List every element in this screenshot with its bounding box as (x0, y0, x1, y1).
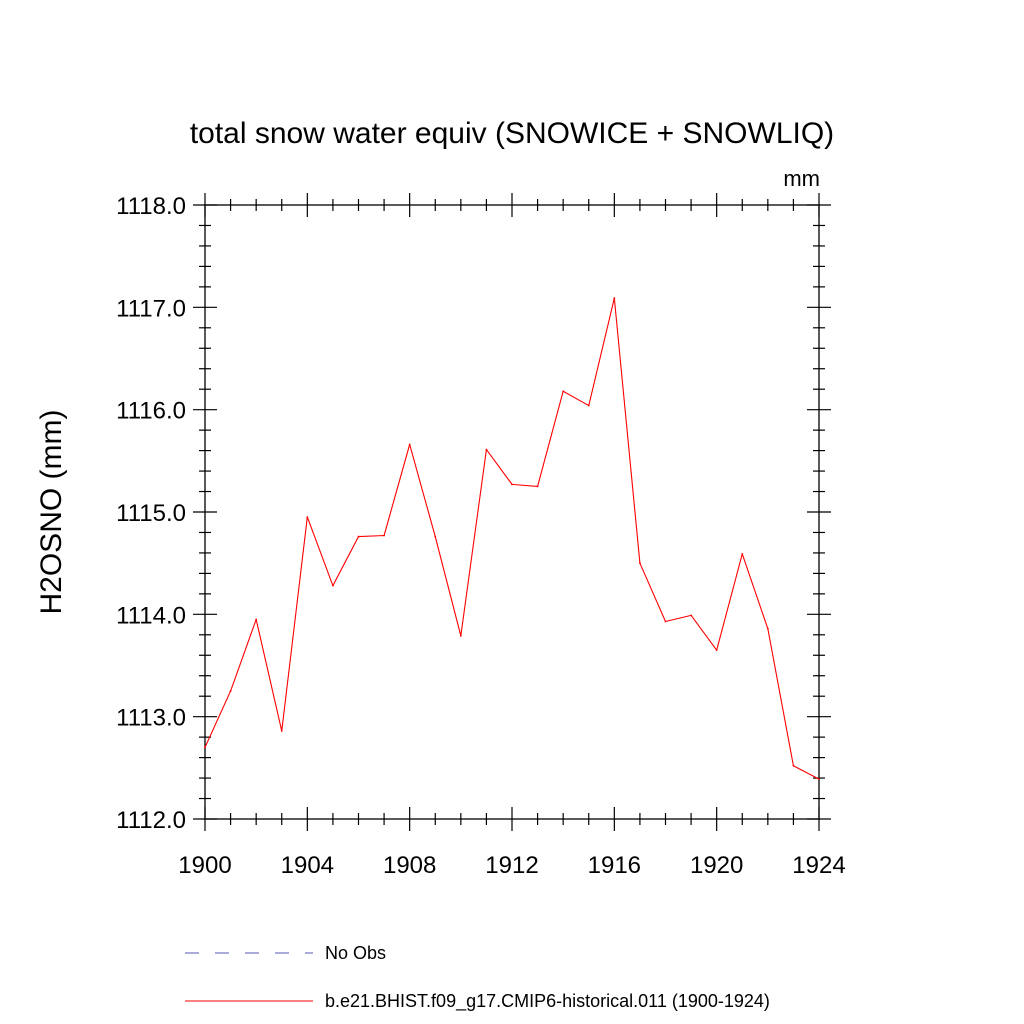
x-tick-label: 1908 (383, 852, 436, 879)
y-tick-label: 1112.0 (116, 807, 186, 834)
y-axis-label: H2OSNO (mm) (35, 410, 68, 615)
legend-label: b.e21.BHIST.f09_g17.CMIP6-historical.011… (325, 991, 770, 1012)
plot-frame (204, 204, 820, 820)
data-point (408, 443, 411, 446)
data-point (485, 448, 488, 451)
data-point (639, 562, 641, 565)
data-point (741, 553, 744, 555)
x-tick-label: 1904 (281, 852, 334, 879)
y-tick-label: 1116.0 (116, 398, 186, 425)
x-tick-label: 1920 (690, 852, 743, 879)
y-tick-label: 1113.0 (116, 705, 186, 732)
data-point (306, 516, 309, 519)
data-point (383, 534, 385, 537)
x-tick-label: 1900 (178, 852, 231, 879)
data-point (229, 690, 232, 692)
units-label: mm (783, 166, 820, 191)
data-point (664, 620, 667, 623)
data-point (332, 584, 334, 587)
y-tick-label: 1115.0 (116, 500, 186, 527)
data-point (536, 485, 539, 488)
data-point (357, 535, 360, 538)
data-point (690, 614, 692, 617)
series-layer (204, 297, 820, 780)
data-point (766, 627, 769, 630)
data-point (613, 297, 616, 300)
data-point (562, 390, 565, 393)
data-point (434, 535, 437, 538)
legend-label: No Obs (325, 943, 386, 963)
data-point (280, 730, 283, 732)
data-point (511, 483, 513, 486)
y-tick-label: 1118.0 (116, 193, 186, 220)
x-tick-label: 1916 (588, 852, 641, 879)
series-line (204, 297, 820, 780)
chart-title: total snow water equiv (SNOWICE + SNOWLI… (190, 117, 834, 150)
data-point (792, 764, 795, 767)
data-point (587, 404, 590, 407)
x-tick-label: 1924 (792, 852, 845, 879)
x-tick-label: 1912 (485, 852, 538, 879)
ticks-layer: 1112.0 1113.0 1114.0 1115.0 1116.0 1117.0 1118… (116, 193, 846, 879)
data-point (204, 746, 206, 749)
y-tick-label: 1117.0 (116, 295, 186, 322)
data-point (818, 778, 820, 780)
data-point (715, 649, 718, 652)
y-tick-label: 1114.0 (116, 602, 186, 629)
legend: No Obs b.e21.BHIST.f09_g17.CMIP6-historic… (185, 943, 770, 1012)
data-point (255, 618, 258, 621)
data-point (459, 634, 462, 637)
